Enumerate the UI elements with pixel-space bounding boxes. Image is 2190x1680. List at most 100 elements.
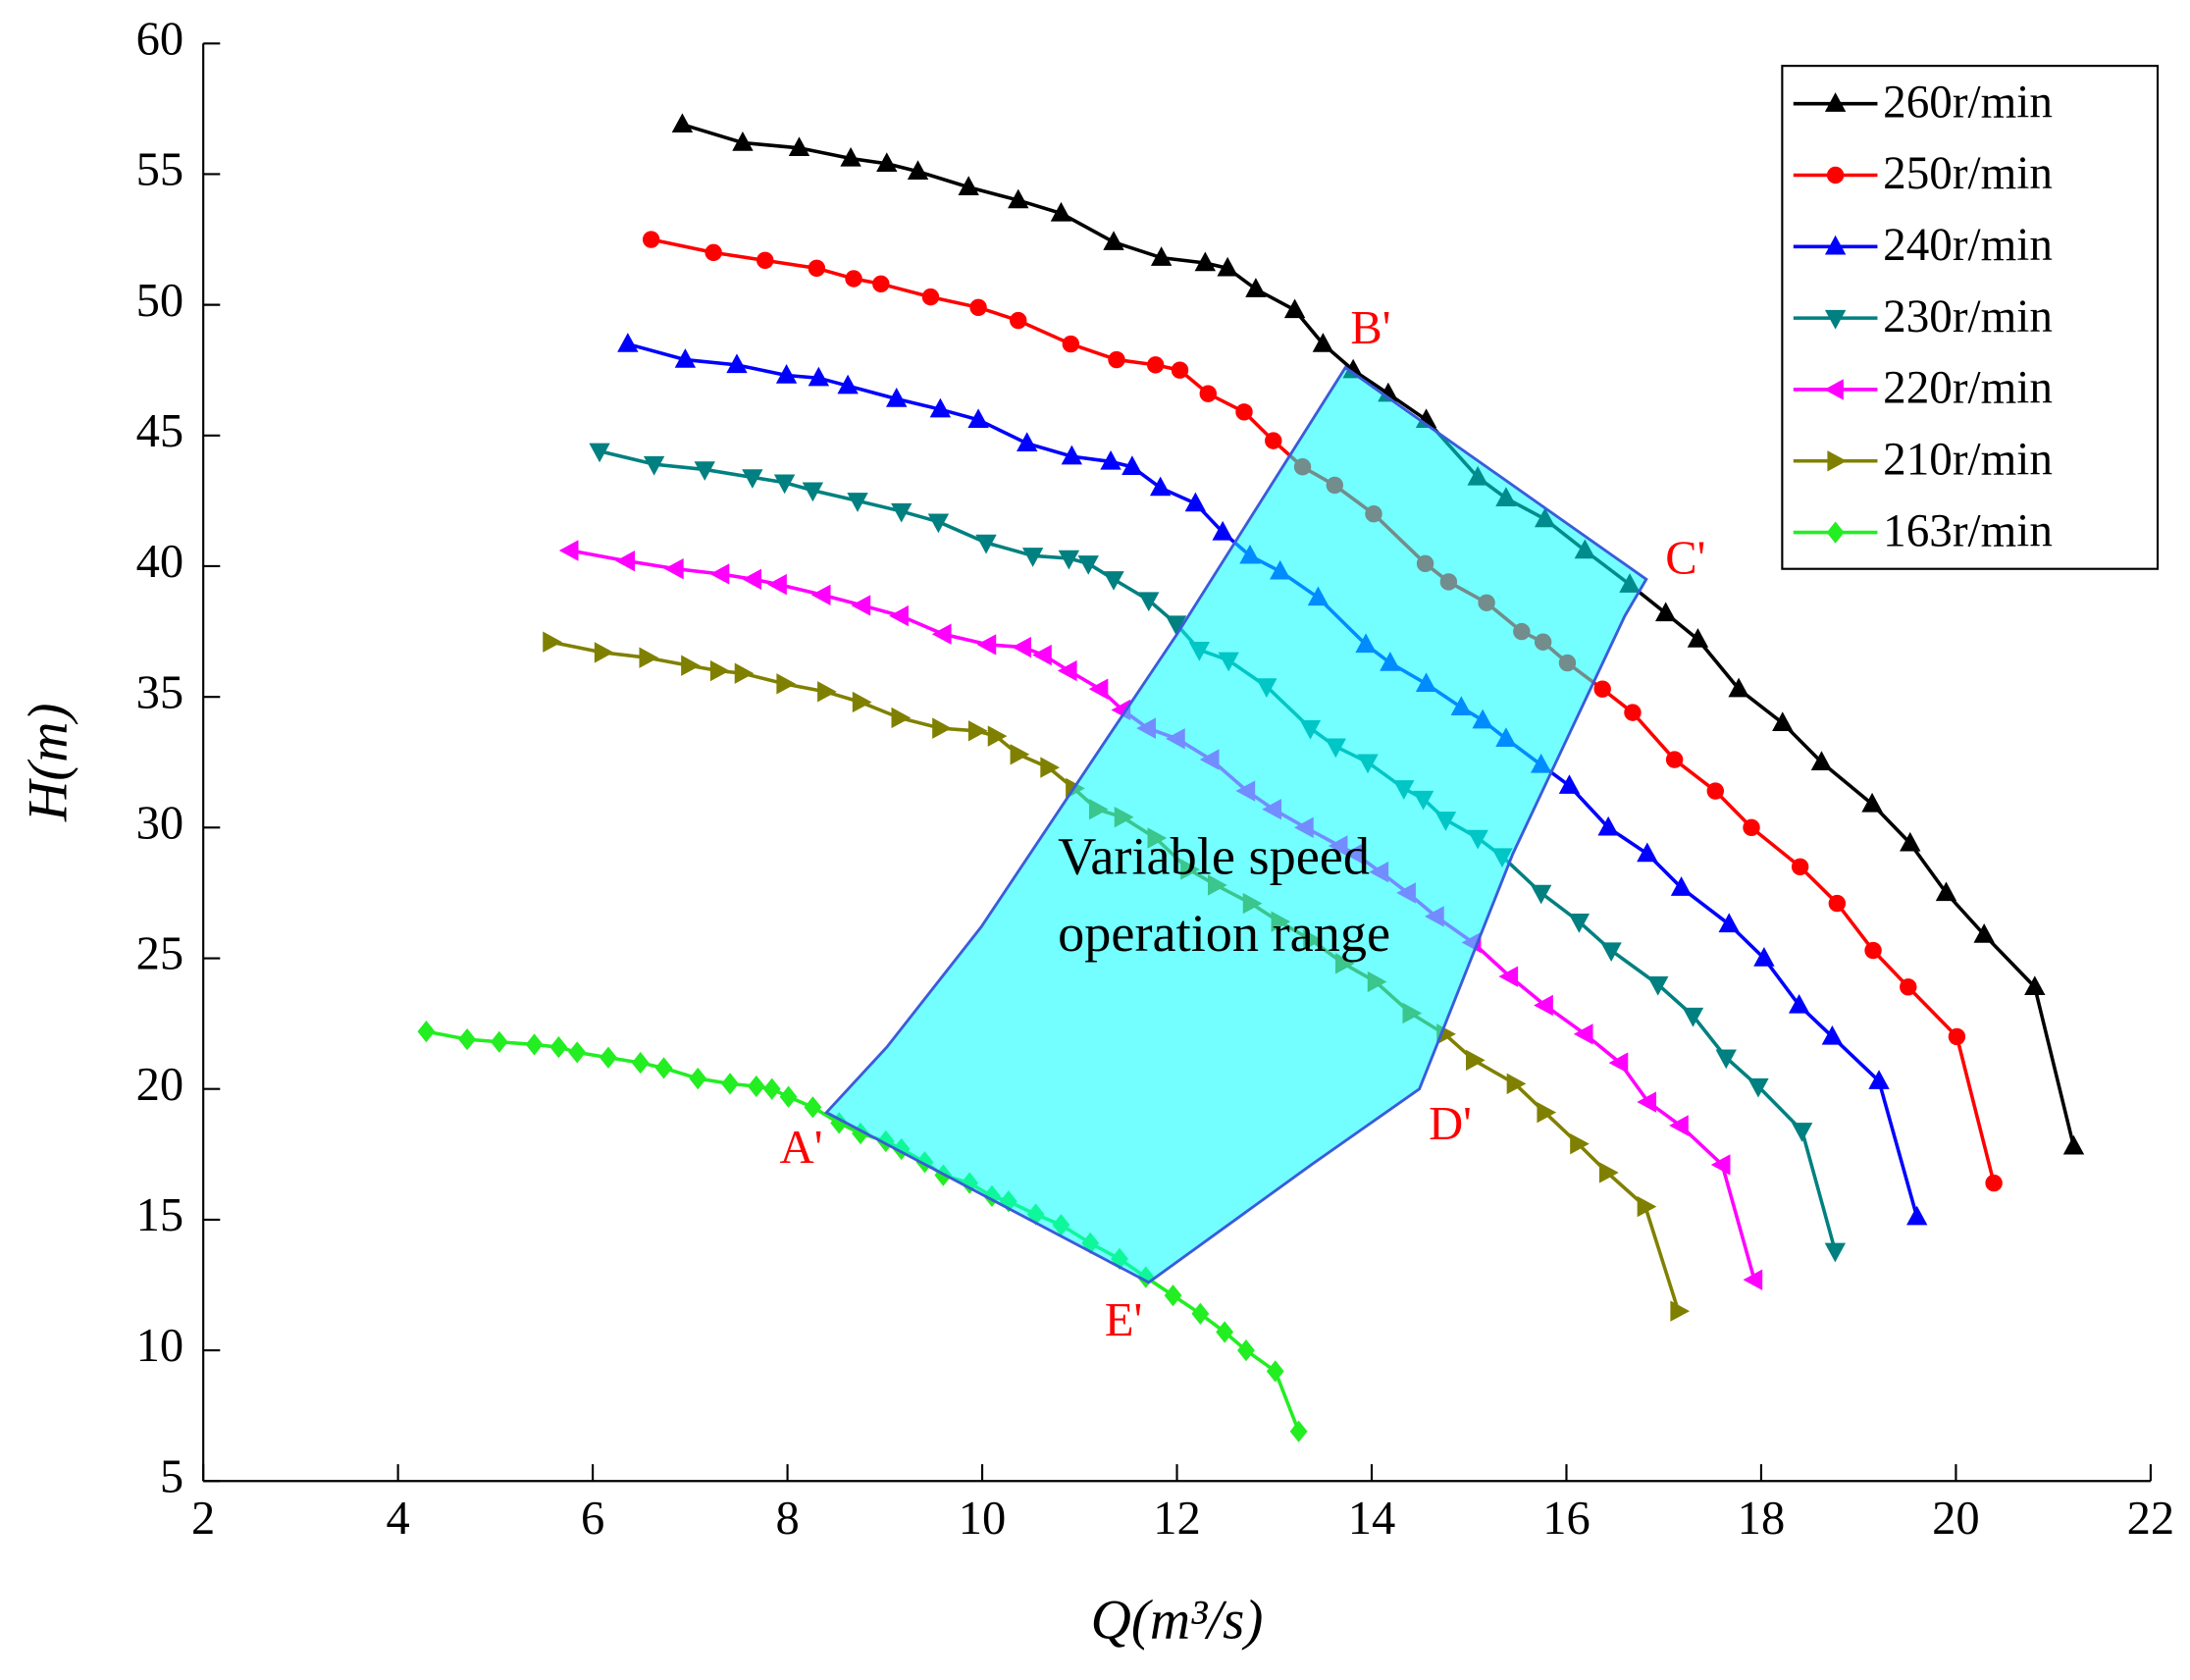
marker [1788,993,1810,1014]
marker [525,1033,544,1056]
series [671,113,2085,1155]
marker [1506,1073,1527,1095]
marker [747,1075,765,1098]
marker [1032,644,1052,666]
marker [1171,361,1189,379]
x-tick-label: 20 [1932,1493,1980,1545]
marker [1062,335,1080,353]
marker [975,534,997,554]
marker [1743,1269,1763,1290]
marker [776,673,797,695]
marker [1017,432,1038,452]
marker [1715,1049,1737,1070]
marker [1791,858,1809,876]
marker [734,662,755,684]
marker [417,1020,436,1043]
marker [1573,1024,1593,1045]
marker [808,259,826,278]
marker [1100,449,1121,470]
marker [1753,947,1775,967]
marker [1212,520,1233,541]
marker [663,557,684,580]
y-tick-label: 20 [136,1059,184,1111]
marker [1826,166,1845,184]
marker [1010,744,1030,765]
marker [654,1057,673,1079]
marker [1670,1300,1691,1322]
marker [1283,298,1306,319]
marker [1985,1174,2003,1192]
marker [1864,941,1882,960]
marker [1900,831,1921,852]
marker [1008,188,1029,209]
marker [876,152,898,172]
legend-label: 210r/min [1883,434,2053,485]
marker [1593,680,1611,698]
marker [1824,309,1847,330]
marker [1718,913,1740,933]
marker [756,251,774,270]
marker [1108,350,1125,369]
marker [1637,842,1658,863]
marker [1530,884,1552,905]
marker [1948,1027,1966,1046]
y-axis-label: H(m) [17,703,78,822]
marker [1747,1077,1769,1098]
marker [639,647,659,668]
marker [929,397,952,418]
marker [1624,704,1642,721]
marker [775,364,798,384]
marker [967,408,989,429]
marker [1150,246,1173,266]
marker [1465,1049,1486,1072]
marker [1637,1091,1657,1113]
marker [694,461,715,481]
marker [594,642,614,663]
marker [1772,711,1794,732]
marker [2062,1134,2085,1155]
region-label: Variable speed [1058,827,1370,886]
legend-label: 240r/min [1883,220,2053,271]
marker [1050,201,1072,222]
marker [852,691,872,713]
marker [891,707,912,729]
x-tick-label: 16 [1542,1493,1590,1545]
marker [773,474,796,495]
annotation: B' [1350,302,1390,354]
marker [1216,1321,1234,1343]
marker [976,634,997,656]
marker [958,176,979,195]
marker [1138,592,1160,612]
marker [1706,782,1725,800]
marker [1827,450,1848,472]
y-tick-label: 55 [136,144,184,196]
marker [1184,492,1207,512]
marker [1265,432,1282,449]
marker [1164,1284,1182,1307]
marker [1810,751,1833,770]
marker [1103,571,1124,591]
marker [721,1073,739,1095]
marker [1266,1360,1284,1383]
region-label: operation range [1058,904,1390,963]
marker [1010,311,1027,330]
marker [779,1085,798,1108]
marker [1191,1302,1210,1325]
marker [1743,818,1760,837]
marker [1665,751,1684,768]
x-tick-label: 22 [2127,1493,2175,1545]
marker [1710,1154,1731,1176]
marker [1906,1205,1928,1226]
marker [1235,403,1253,421]
y-tick-label: 45 [136,405,184,457]
marker [762,1077,781,1100]
marker [1194,251,1217,272]
legend-label: 260r/min [1883,77,2053,128]
marker [1637,1195,1657,1218]
marker [1868,1070,1890,1089]
marker [674,348,697,368]
marker [804,1096,822,1119]
marker [458,1027,477,1051]
marker [1821,1024,1844,1045]
marker [490,1030,508,1053]
